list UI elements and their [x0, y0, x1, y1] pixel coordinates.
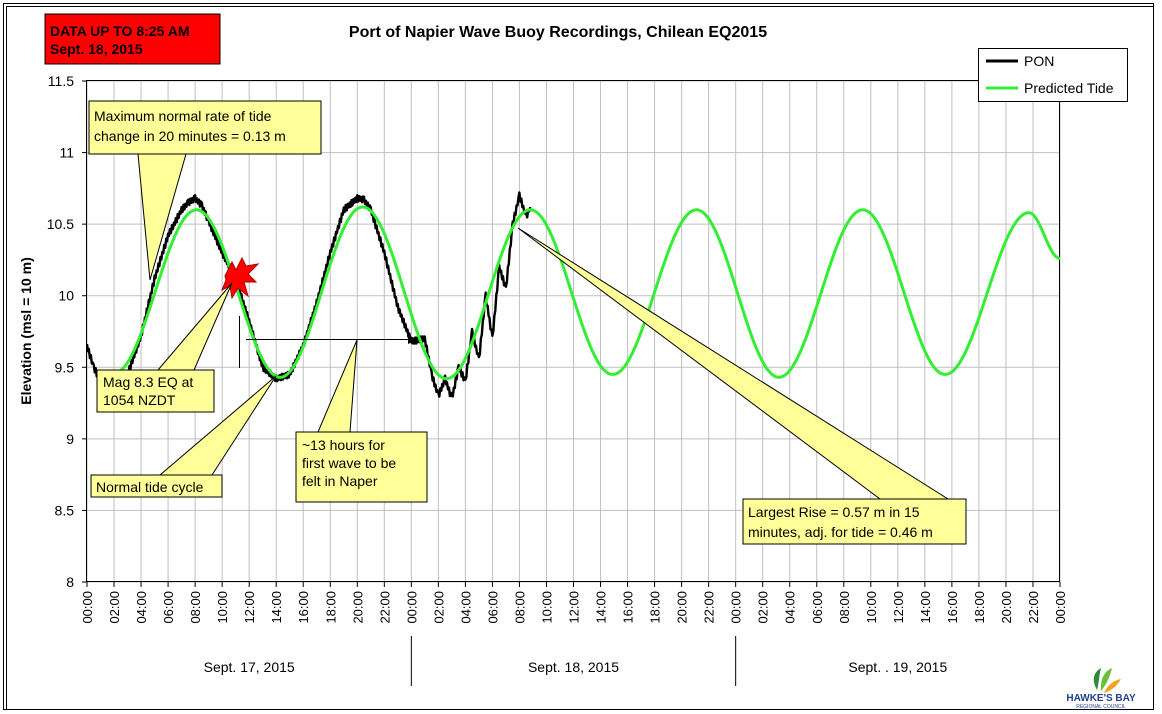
x-tick-label-14: 04:00: [458, 591, 473, 624]
x-tick-label-8: 16:00: [296, 591, 311, 624]
travel-time-arrow: [239, 316, 418, 368]
logo-leaf-mid: [1100, 668, 1112, 691]
x-tick-label-26: 04:00: [783, 591, 798, 624]
y-axis: 8 8.5 9 9.5 10 10.5 11 11.5: [47, 73, 87, 590]
x-tick-label-7: 14:00: [269, 591, 284, 624]
callout-largest-rise-box: [742, 498, 967, 545]
x-tick-label-22: 20:00: [675, 591, 690, 624]
series-layer: [85, 191, 1061, 398]
x-tick-label-5: 10:00: [215, 591, 230, 624]
y-tick-label-5: 10.5: [47, 216, 74, 232]
x-tick-label-9: 18:00: [323, 591, 338, 624]
x-tick-label-36: 00:00: [1053, 591, 1068, 624]
callout-max-rate-line-2: change in 20 minutes = 0.13 m: [94, 128, 286, 144]
chart-title: Port of Napier Wave Buoy Recordings, Chi…: [349, 24, 767, 41]
logo-leaf-left: [1093, 668, 1101, 690]
x-tick-label-25: 02:00: [756, 591, 771, 624]
callout-travel-time: ~13 hours for first wave to be felt in N…: [295, 339, 428, 503]
x-tick-label-33: 18:00: [972, 591, 987, 624]
x-tick-label-3: 06:00: [161, 591, 176, 624]
callout-normal-cycle: Normal tide cycle: [90, 375, 277, 498]
callout-travel-time-box: [295, 431, 428, 503]
x-tick-label-2: 04:00: [134, 591, 149, 624]
legend-box: [978, 48, 1128, 102]
x-tick-label-19: 14:00: [594, 591, 609, 624]
earthquake-burst-icon: [221, 256, 260, 300]
series-line-predicted-tide: [113, 205, 1061, 381]
callout-max-rate-line-1: Maximum normal rate of tide: [94, 108, 272, 124]
status-box-bg: [44, 13, 221, 65]
x-tick-label-0: 00:00: [80, 591, 95, 624]
legend: PON Predicted Tide: [978, 48, 1128, 102]
callout-max-rate-box: [88, 100, 322, 155]
day-label-2: Sept. . 19, 2015: [848, 659, 947, 675]
callout-max-rate: Maximum normal rate of tide change in 20…: [88, 100, 322, 281]
y-tick-label-6: 11: [59, 145, 74, 161]
callout-largest-rise-line-1: Largest Rise = 0.57 m in 15: [748, 504, 920, 520]
x-tick-label-13: 02:00: [431, 591, 446, 624]
callout-normal-cycle-box: [90, 474, 223, 498]
x-tick-label-11: 22:00: [377, 591, 392, 624]
x-tick-label-4: 08:00: [188, 591, 203, 624]
callout-eq-box: [96, 369, 215, 413]
legend-label-1: Predicted Tide: [1024, 80, 1114, 96]
x-tick-label-35: 22:00: [1026, 591, 1041, 624]
callout-travel-time-line-2: first wave to be: [302, 455, 396, 471]
x-tick-label-27: 06:00: [810, 591, 825, 624]
callout-travel-time-line-3: felt in Naper: [302, 473, 378, 489]
logo-leaf-right: [1104, 679, 1121, 693]
plot-area: [86, 80, 1060, 582]
y-axis-title: Elevation (msl = 10 m): [18, 257, 34, 404]
x-tick-label-17: 10:00: [539, 591, 554, 624]
travel-time-arrowhead: [408, 335, 418, 344]
status-line-2: Sept. 18, 2015: [50, 41, 143, 57]
x-tick-label-32: 16:00: [945, 591, 960, 624]
callout-largest-rise: Largest Rise = 0.57 m in 15 minutes, adj…: [517, 227, 967, 545]
legend-label-0: PON: [1024, 53, 1054, 69]
x-tick-label-15: 06:00: [485, 591, 500, 624]
hawkes-bay-logo: HAWKE'S BAY REGIONAL COUNCIL: [1066, 668, 1136, 710]
callout-normal-cycle-line-1: Normal tide cycle: [96, 479, 204, 495]
y-tick-label-2: 9: [66, 431, 74, 447]
x-axis: 00:00 02:00 04:00 06:00 08:00 10:00 12:00 14:00…: [80, 582, 1068, 686]
x-tick-label-1: 02:00: [107, 591, 122, 624]
y-tick-label-3: 9.5: [55, 359, 75, 375]
x-tick-label-23: 22:00: [702, 591, 717, 624]
x-tick-label-6: 12:00: [242, 591, 257, 624]
x-tick-label-30: 12:00: [891, 591, 906, 624]
x-tick-label-31: 14:00: [918, 591, 933, 624]
x-tick-label-29: 10:00: [864, 591, 879, 624]
callout-eq-line-1: Mag 8.3 EQ at: [103, 374, 193, 390]
callout-travel-time-line-1: ~13 hours for: [302, 437, 385, 453]
x-tick-label-12: 00:00: [404, 591, 419, 624]
x-tick-label-34: 20:00: [999, 591, 1014, 624]
day-label-1: Sept. 18, 2015: [528, 659, 619, 675]
callout-largest-rise-line-2: minutes, adj. for tide = 0.46 m: [748, 524, 933, 540]
callout-eq-line-2: 1054 NZDT: [103, 392, 176, 408]
x-tick-label-21: 18:00: [648, 591, 663, 624]
status-box: DATA UP TO 8:25 AM Sept. 18, 2015: [44, 13, 221, 65]
status-line-1: DATA UP TO 8:25 AM: [50, 23, 190, 39]
x-tick-label-24: 00:00: [729, 591, 744, 624]
x-tick-label-28: 08:00: [837, 591, 852, 624]
logo-subtitle: REGIONAL COUNCIL: [1076, 704, 1126, 710]
logo-name: HAWKE'S BAY: [1066, 693, 1136, 704]
y-tick-label-7: 11.5: [48, 73, 74, 89]
x-tick-label-10: 20:00: [350, 591, 365, 624]
x-tick-label-18: 12:00: [567, 591, 582, 624]
y-tick-label-1: 8.5: [55, 502, 75, 518]
day-label-0: Sept. 17, 2015: [204, 659, 295, 675]
callout-eq: Mag 8.3 EQ at 1054 NZDT: [96, 282, 233, 413]
y-tick-label-4: 10: [58, 288, 74, 304]
x-tick-label-16: 08:00: [512, 591, 527, 624]
x-tick-label-20: 16:00: [621, 591, 636, 624]
y-tick-label-0: 8: [66, 574, 74, 590]
